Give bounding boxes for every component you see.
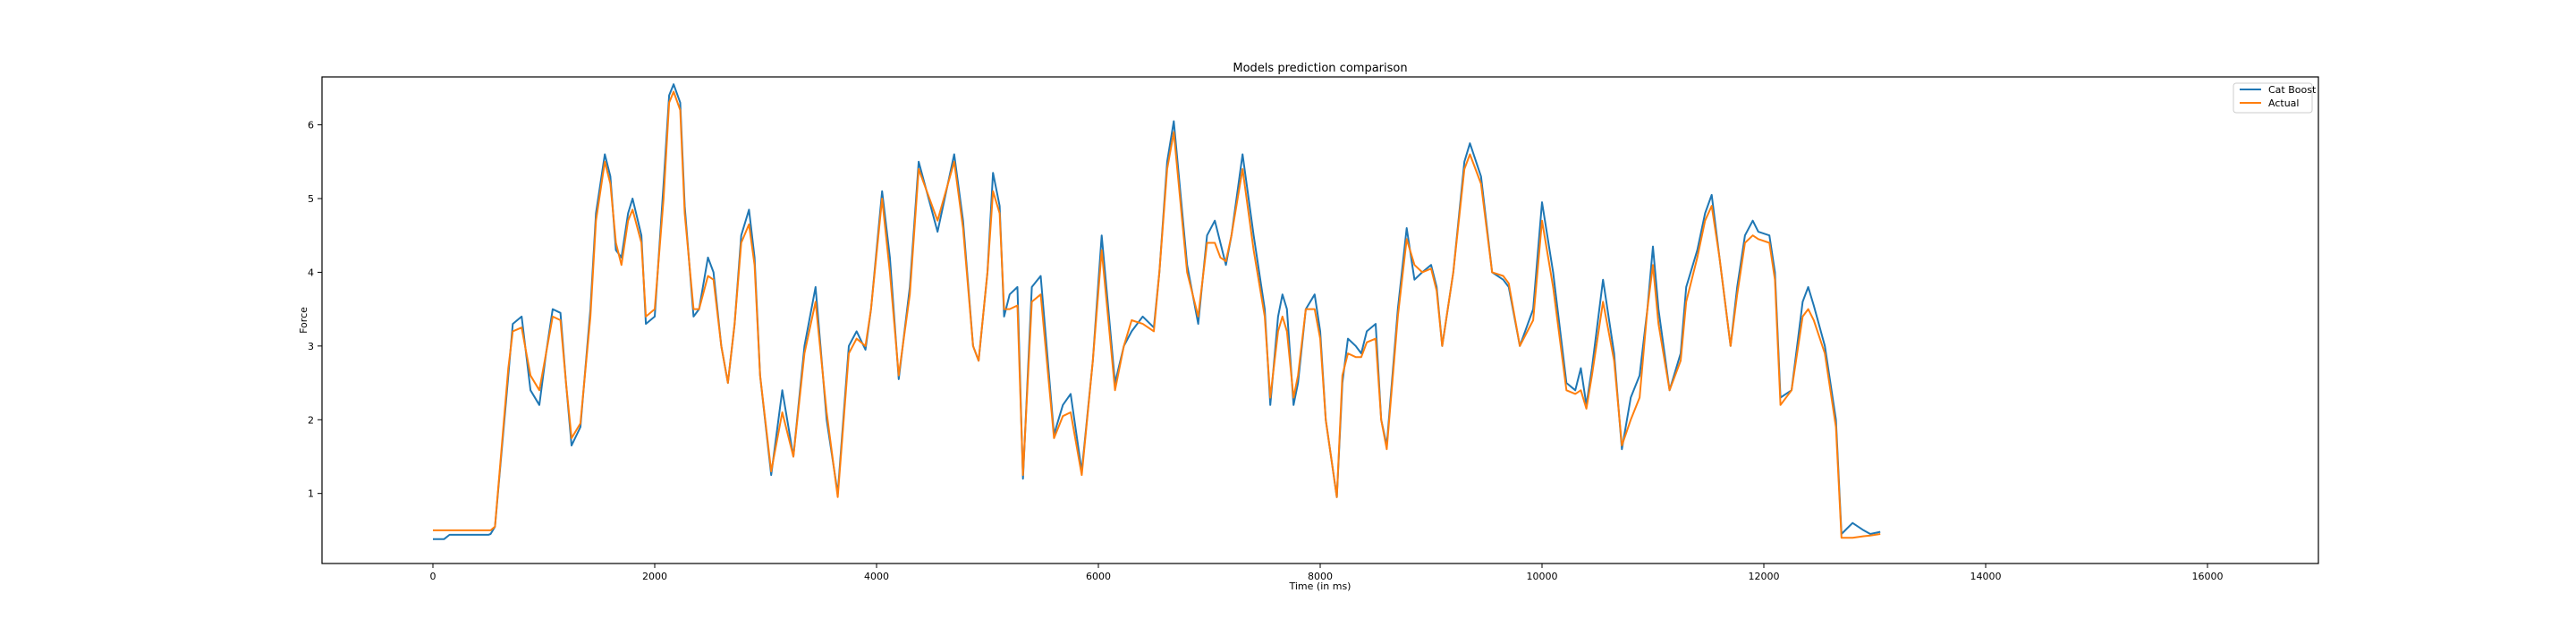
series-layer: [433, 83, 1881, 540]
x-tick-label: 4000: [864, 571, 889, 582]
x-tick-label: 2000: [642, 571, 667, 582]
y-tick-label: 5: [308, 193, 314, 205]
y-tick-label: 6: [308, 120, 314, 131]
x-tick-label: 10000: [1527, 571, 1558, 582]
y-axis-ticks: 1 2 3 4 5 6: [308, 120, 322, 500]
legend: Cat Boost Actual: [2233, 82, 2317, 114]
x-tick-label: 12000: [1749, 571, 1780, 582]
chart-title: Models prediction comparison: [1233, 62, 1407, 75]
x-axis-label: Time (in ms): [1289, 580, 1352, 592]
x-tick-label: 16000: [2192, 571, 2224, 582]
y-tick-label: 1: [308, 488, 314, 500]
series-line-actual: [433, 90, 1881, 539]
x-axis-ticks: 0 2000 4000 6000 8000 10000 12000 14000 16000: [430, 564, 2224, 582]
x-tick-label: 8000: [1308, 571, 1333, 582]
y-tick-label: 3: [308, 341, 314, 352]
x-tick-label: 6000: [1086, 571, 1111, 582]
x-tick-label: 14000: [1970, 571, 2002, 582]
y-axis-label: Force: [298, 307, 309, 334]
legend-label-actual: Actual: [2268, 97, 2299, 109]
y-tick-label: 4: [308, 267, 314, 278]
y-tick-label: 2: [308, 414, 314, 426]
legend-box: [2233, 82, 2313, 114]
legend-label-cat-boost: Cat Boost: [2268, 84, 2317, 96]
x-tick-label: 0: [430, 571, 436, 582]
